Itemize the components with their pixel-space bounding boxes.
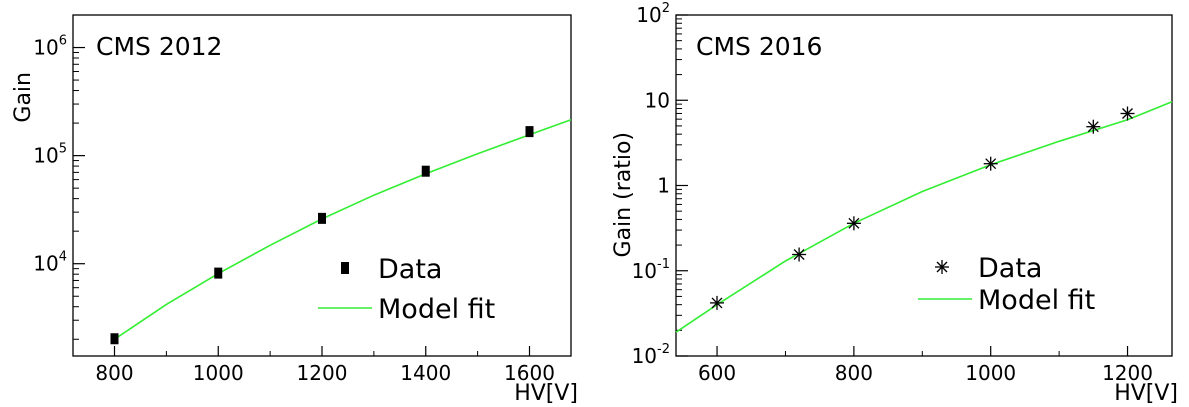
data-point bbox=[525, 126, 534, 138]
y-tick-label: 10 bbox=[645, 88, 670, 112]
y-tick-label: 1 bbox=[657, 174, 670, 198]
data-point bbox=[710, 295, 724, 310]
y-tick-exponent: -2 bbox=[657, 342, 670, 357]
legend-label-fit: Model fit bbox=[978, 285, 1095, 316]
y-tick-base: 10 bbox=[636, 3, 661, 27]
data-point bbox=[1086, 119, 1101, 134]
data-point bbox=[110, 333, 119, 345]
legend-label-data: Data bbox=[378, 254, 442, 285]
data-point bbox=[983, 156, 998, 171]
y-tick-label: 105 bbox=[33, 142, 67, 168]
y-axis-title: Gain bbox=[11, 72, 36, 123]
x-tick-label: 1200 bbox=[297, 361, 348, 385]
data-point bbox=[1120, 106, 1135, 121]
y-tick-base: 10 bbox=[632, 259, 657, 283]
x-axis-title: HV[V] bbox=[1114, 381, 1178, 406]
asterisk-stroke bbox=[793, 249, 805, 260]
legend: Data Model fit bbox=[318, 254, 495, 325]
x-tick-label: 1600 bbox=[504, 361, 555, 385]
y-tick-base: 10 bbox=[33, 252, 58, 276]
y-tick-base: 10 bbox=[33, 36, 58, 60]
y-tick-label: 10-1 bbox=[632, 257, 670, 283]
y-tick-exponent: 5 bbox=[59, 142, 67, 157]
x-tick-label: 1400 bbox=[400, 361, 451, 385]
data-point bbox=[318, 212, 326, 224]
x-tick-label: 600 bbox=[698, 361, 736, 385]
y-axis-title: Gain (ratio) bbox=[611, 132, 636, 257]
legend-marker-data bbox=[341, 262, 349, 274]
x-tick-label: 1000 bbox=[965, 361, 1016, 385]
x-tick-label: 1000 bbox=[193, 361, 244, 385]
plot-frame bbox=[675, 14, 1173, 357]
x-tick-label: 1200 bbox=[1102, 361, 1153, 385]
y-tick-base: 10 bbox=[645, 88, 670, 112]
data-point bbox=[846, 216, 861, 231]
data-point bbox=[421, 165, 430, 177]
y-tick-label: 102 bbox=[636, 1, 670, 27]
chart-title: CMS 2016 bbox=[696, 32, 822, 61]
y-tick-exponent: -1 bbox=[657, 257, 670, 272]
model-fit-line bbox=[114, 118, 572, 340]
legend-label-fit: Model fit bbox=[378, 294, 495, 325]
y-tick-base: 10 bbox=[632, 344, 657, 368]
chart-title: CMS 2012 bbox=[96, 32, 222, 61]
asterisk-stroke bbox=[1122, 108, 1133, 119]
data-point bbox=[792, 247, 807, 262]
legend-label-data: Data bbox=[978, 253, 1042, 284]
y-tick-exponent: 2 bbox=[662, 1, 670, 16]
y-tick-label: 106 bbox=[33, 34, 67, 60]
y-tick-base: 10 bbox=[33, 144, 58, 168]
x-axis-title: HV[V] bbox=[514, 381, 578, 406]
y-tick-exponent: 4 bbox=[59, 250, 67, 265]
asterisk-stroke bbox=[936, 261, 948, 273]
asterisk-stroke bbox=[985, 158, 997, 170]
asterisk-stroke bbox=[711, 297, 723, 309]
y-tick-label: 10-2 bbox=[632, 342, 670, 368]
x-tick-label: 800 bbox=[835, 361, 873, 385]
y-tick-label: 104 bbox=[33, 250, 67, 276]
y-tick-exponent: 6 bbox=[59, 34, 67, 49]
asterisk-stroke bbox=[1087, 121, 1099, 133]
asterisk-stroke bbox=[848, 217, 860, 229]
x-tick-label: 800 bbox=[95, 361, 133, 385]
model-fit-line bbox=[675, 101, 1173, 333]
y-tick-base: 1 bbox=[657, 174, 670, 198]
data-point bbox=[214, 267, 223, 279]
plot-frame bbox=[72, 14, 572, 357]
legend-marker-data bbox=[935, 260, 949, 274]
